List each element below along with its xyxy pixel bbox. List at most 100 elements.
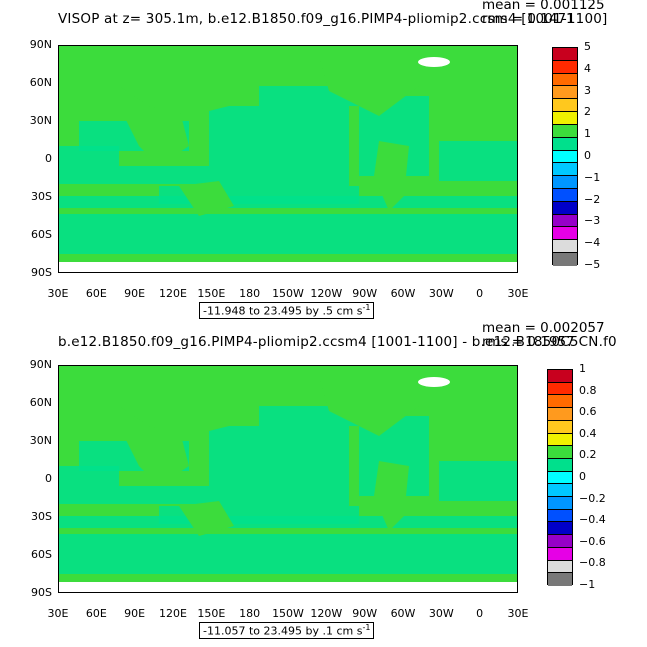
x-tick-label: 150W [272, 607, 304, 620]
colorbar-swatch [553, 86, 577, 100]
x-tick-label: 60E [85, 287, 107, 300]
colorbar-level-label: 0.6 [579, 405, 597, 419]
colorbar-swatch [548, 497, 572, 510]
contour-range-label: -11.948 to 23.495 by .5 cm s-1 [199, 302, 375, 319]
y-tick-label: 0 [45, 472, 52, 485]
y-tick-label: 30N [29, 434, 52, 447]
x-tick-label: 30E [507, 607, 529, 620]
continent [179, 181, 234, 216]
colorbar-swatch [553, 163, 577, 177]
continent [319, 374, 419, 436]
colorbar-level-label: 1 [579, 362, 586, 375]
colorbar-level-label: −3 [584, 214, 601, 228]
colorbar-level-label: 0 [579, 470, 586, 483]
y-tick-label: 30N [29, 114, 52, 127]
chart-panel-bottom: b.e12.B1850.f09_g16.PIMP4-pliomip2.ccsm4… [0, 320, 647, 647]
colorbar-level-label: 0 [584, 149, 591, 162]
x-tick-label: 30E [47, 607, 69, 620]
colorbar-level-label: 4 [584, 61, 591, 75]
colorbar-swatch [553, 137, 577, 151]
colorbar-level-label: 1 [584, 127, 591, 141]
ice-patch [418, 377, 450, 387]
x-tick-label: 150E [197, 607, 226, 620]
colorbar-swatch [553, 150, 577, 164]
y-tick-label: 30S [31, 190, 52, 203]
x-tick-label: 150W [272, 287, 304, 300]
x-tick-label: 90E [124, 607, 146, 620]
colorbar-swatch [553, 124, 577, 138]
x-tick-label: 120W [310, 607, 343, 620]
colorbar-swatch [553, 60, 577, 74]
colorbar-level-label: −1 [579, 578, 596, 591]
x-tick-label: 30E [47, 287, 69, 300]
colorbar-swatch [548, 446, 572, 459]
map-plot-area [58, 365, 518, 593]
y-tick-label: 60S [31, 228, 52, 241]
x-tick-label: 180 [239, 607, 261, 620]
ocean-anomaly-band [59, 486, 209, 504]
y-tick-label: 90N [29, 38, 52, 51]
x-tick-label: 120E [159, 607, 187, 620]
ocean-anomaly-band [439, 461, 517, 501]
continent [119, 106, 189, 166]
range-text: -11.948 to 23.495 by .5 cm s [203, 304, 363, 318]
colorbar-level-label: −0.8 [579, 556, 606, 570]
ocean-anomaly-band [59, 466, 119, 486]
x-tick-label: 30W [428, 287, 454, 300]
colorbar-swatch [548, 420, 572, 434]
continent [59, 52, 249, 116]
colorbar-swatch [548, 535, 572, 548]
y-tick-label: 90S [31, 266, 52, 279]
rms-stat: rms = 0.1957 [482, 334, 575, 350]
colorbar [552, 47, 578, 266]
ocean-anomaly-band [59, 146, 119, 166]
chart-title: b.e12.B1850.f09_g16.PIMP4-pliomip2.ccsm4… [58, 334, 617, 350]
colorbar [547, 369, 573, 586]
colorbar-level-label: 3 [584, 83, 591, 97]
range-unit-exponent: -1 [362, 623, 371, 632]
colorbar-swatch [553, 112, 577, 125]
x-tick-label: 30W [428, 607, 454, 620]
x-tick-label: 0 [476, 287, 484, 300]
colorbar-swatch [548, 433, 572, 447]
colorbar-swatch [548, 370, 572, 383]
x-tick-label: 120E [159, 287, 187, 300]
y-tick-label: 60N [29, 396, 52, 409]
colorbar-swatch [553, 73, 577, 87]
x-tick-label: 60W [390, 287, 416, 300]
colorbar-swatch [548, 484, 572, 498]
colorbar-level-label: 5 [584, 40, 591, 53]
x-tick-label: 60E [85, 607, 107, 620]
colorbar-level-label: −1 [584, 170, 601, 184]
colorbar-level-label: −0.4 [579, 513, 606, 527]
map-plot-area [58, 45, 518, 273]
colorbar-swatch [548, 471, 572, 485]
y-tick-label: 60N [29, 76, 52, 89]
x-tick-label: 180 [239, 287, 261, 300]
colorbar-swatch [548, 408, 572, 421]
colorbar-level-label: −0.2 [579, 491, 606, 505]
ice-patch [418, 57, 450, 67]
x-tick-label: 90W [352, 607, 378, 620]
mean-stat: mean = 0.001125 [482, 0, 605, 13]
colorbar-swatch [548, 573, 572, 586]
rms-stat: rms = 0.1471 [482, 11, 575, 27]
chart-title: VISOP at z= 305.1m, b.e12.B1850.f09_g16.… [58, 11, 608, 27]
ocean-anomaly-band [59, 534, 517, 574]
colorbar-swatch [553, 99, 577, 113]
colorbar-swatch [553, 188, 577, 202]
colorbar-swatch [548, 547, 572, 561]
colorbar-swatch [548, 458, 572, 472]
chart-panel-top: VISOP at z= 305.1m, b.e12.B1850.f09_g16.… [0, 0, 647, 320]
colorbar-level-label: 0.2 [579, 448, 597, 462]
mean-stat: mean = 0.002057 [482, 320, 605, 336]
colorbar-level-label: 0.8 [579, 383, 597, 397]
colorbar-swatch [553, 240, 577, 253]
x-tick-label: 0 [476, 607, 484, 620]
colorbar-level-label: 2 [584, 105, 591, 119]
y-tick-label: 90S [31, 586, 52, 599]
x-tick-label: 150E [197, 287, 226, 300]
x-tick-label: 90E [124, 287, 146, 300]
colorbar-swatch [553, 253, 577, 266]
ocean-anomaly-band [59, 166, 209, 184]
